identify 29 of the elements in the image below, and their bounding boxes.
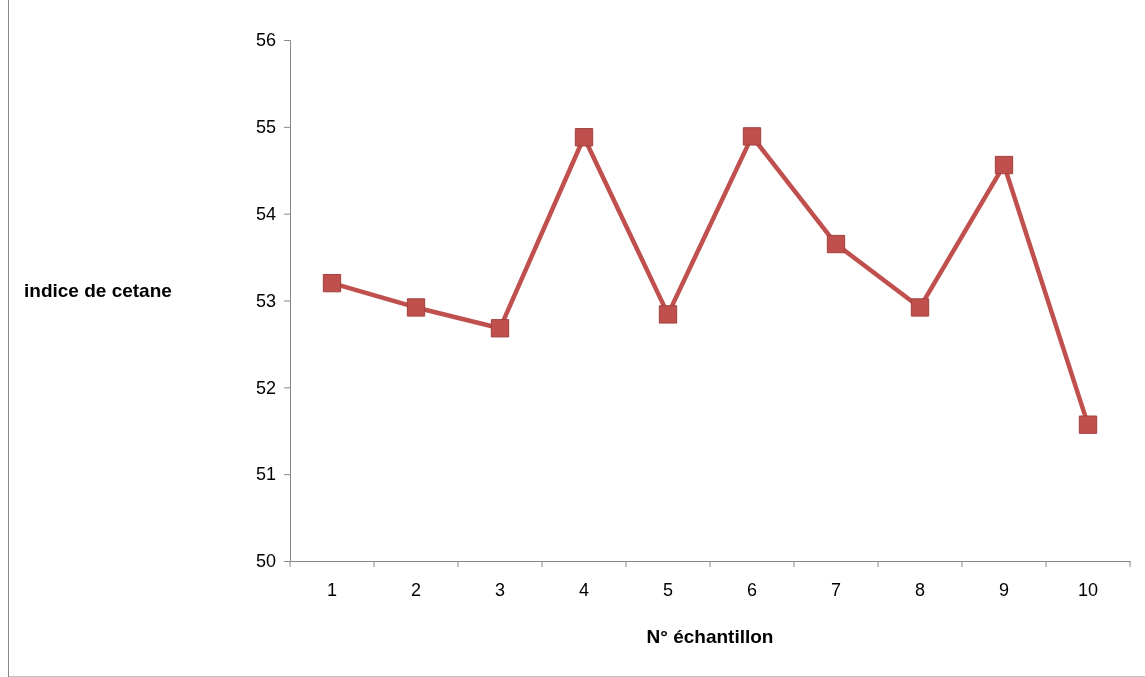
- x-tick-label: 3: [494, 579, 506, 600]
- y-tick-label: 54: [255, 203, 276, 224]
- y-tick-label: 53: [255, 290, 276, 311]
- x-tick-label: 9: [998, 579, 1010, 600]
- point: [574, 128, 594, 147]
- x-tick-label: 2: [410, 579, 422, 600]
- point: [826, 234, 846, 254]
- x-tick-label: 4: [578, 579, 590, 600]
- point: [910, 298, 930, 317]
- y-tick-label: 51: [255, 464, 276, 485]
- y-tick-label: 55: [255, 117, 276, 138]
- point: [742, 127, 762, 146]
- point: [490, 319, 510, 338]
- x-axis-title: N° échantillon: [646, 626, 774, 647]
- x-tick-label: 1: [326, 579, 338, 600]
- x-tick-label: 5: [662, 579, 674, 600]
- y-tick-label: 52: [255, 377, 276, 398]
- x-tick-label: 7: [830, 579, 842, 600]
- point: [994, 155, 1014, 175]
- x-tick-label: 10: [1077, 579, 1099, 600]
- point: [406, 298, 426, 317]
- y-axis-title: indice de cetane: [24, 280, 172, 301]
- y-tick-label: 56: [255, 30, 276, 51]
- y-tick-label: 50: [255, 551, 276, 572]
- point: [1078, 415, 1098, 434]
- x-tick-label: 8: [914, 579, 926, 600]
- x-tick-label: 6: [746, 579, 758, 600]
- point: [658, 305, 678, 324]
- point: [322, 273, 342, 293]
